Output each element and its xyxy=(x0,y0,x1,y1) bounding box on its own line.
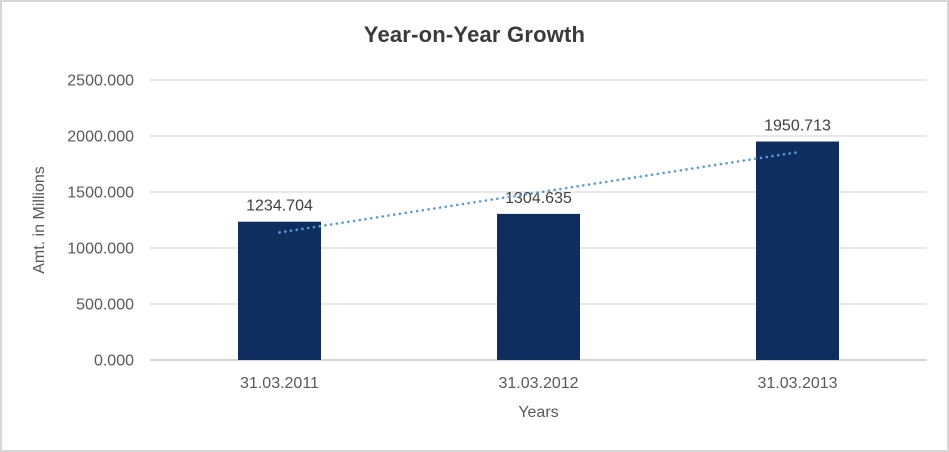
x-tick-label: 31.03.2012 xyxy=(498,375,578,392)
bar-31.03.2012 xyxy=(497,213,580,360)
x-axis-title: Years xyxy=(518,404,559,421)
y-tick-label: 1000.000 xyxy=(67,241,134,258)
trendline xyxy=(278,150,799,234)
y-tick-label: 0.000 xyxy=(94,353,134,370)
bar-31.03.2011 xyxy=(238,221,321,360)
chart-title: Year-on-Year Growth xyxy=(363,22,586,47)
y-tick-label: 2500.000 xyxy=(67,73,134,90)
x-tick-label: 31.03.2011 xyxy=(240,375,319,392)
y-tick-label: 500.000 xyxy=(76,297,134,314)
data-label: 1304.635 xyxy=(505,190,572,207)
bar-31.03.2013 xyxy=(756,141,839,360)
y-tick-label: 2000.000 xyxy=(67,129,134,146)
y-tick-label: 1500.000 xyxy=(67,185,134,202)
data-label: 1950.713 xyxy=(764,118,831,135)
data-label: 1234.704 xyxy=(246,198,313,215)
x-tick-label: 31.03.2013 xyxy=(757,375,837,392)
